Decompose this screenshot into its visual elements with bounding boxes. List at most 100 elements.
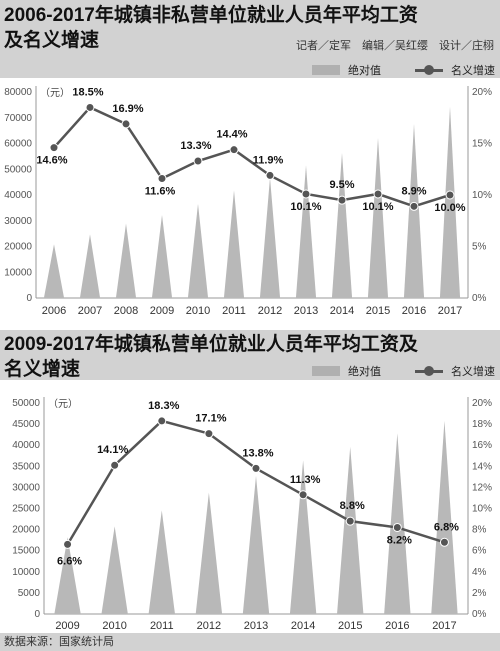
chart2-right-tick-label: 14%	[472, 461, 492, 472]
chart2-growth-point	[345, 516, 355, 526]
chart1-area-spike	[187, 203, 209, 298]
chart2-left-tick-label: 50000	[12, 398, 40, 409]
chart1-growth-point	[85, 102, 95, 112]
chart1-area-spike	[151, 214, 173, 298]
chart1-data-label: 18.5%	[72, 86, 103, 98]
chart2-area-spike	[431, 420, 458, 614]
chart1-area-spike	[439, 106, 461, 298]
chart1-data-label: 16.9%	[112, 103, 143, 115]
chart1-unit-label: （元）	[40, 87, 70, 99]
chart1-right-tick-label: 10%	[472, 190, 492, 201]
chart1-left-tick-label: 80000	[4, 87, 32, 98]
chart2-area-spike	[289, 460, 317, 614]
chart2-area-spike	[54, 537, 81, 614]
chart2-left-tick-label: 0	[34, 609, 40, 620]
chart1-growth-point	[121, 119, 131, 129]
chart2-data-label: 18.3%	[148, 400, 179, 412]
chart2-area-spike	[337, 446, 364, 614]
chart1-title-line1: 2006-2017年城镇非私营单位就业人员年平均工资	[4, 5, 418, 26]
chart1-x-tick-label: 2010	[186, 305, 210, 317]
data-source: 数据来源：国家统计局	[4, 636, 114, 648]
chart1-x-tick-label: 2017	[438, 305, 462, 317]
chart1-legend-line-label: 名义增速	[451, 65, 495, 77]
legend-area-swatch	[312, 366, 340, 376]
chart1-area-spike	[367, 138, 389, 298]
chart1-growth-point	[445, 190, 455, 200]
chart1-data-label: 11.6%	[145, 186, 176, 198]
chart1-area-spike	[79, 234, 101, 298]
chart2-left-tick-label: 10000	[12, 567, 40, 578]
chart1-left-tick-label: 50000	[4, 164, 32, 175]
chart2-growth-point	[157, 416, 167, 426]
chart1-left-tick-label: 30000	[4, 216, 32, 227]
chart2-x-tick-label: 2010	[102, 620, 126, 632]
chart1-data-label: 13.3%	[180, 140, 211, 152]
chart1-data-label: 10.1%	[290, 201, 321, 213]
chart2-growth-point	[392, 522, 402, 532]
chart2-right-tick-label: 8%	[472, 525, 487, 536]
chart2-title-line2: 名义增速	[4, 359, 81, 380]
chart1-x-tick-label: 2007	[78, 305, 102, 317]
chart1-left-tick-label: 60000	[4, 139, 32, 150]
chart2-area-spike	[242, 475, 270, 614]
chart1-data-label: 11.9%	[253, 154, 284, 166]
chart2-left-tick-label: 35000	[12, 461, 40, 472]
chart2-right-tick-label: 10%	[472, 504, 492, 515]
chart1-data-label: 10.0%	[434, 202, 465, 214]
chart2-area-spike	[148, 510, 175, 614]
chart2-data-label: 11.3%	[290, 474, 321, 486]
chart2-x-tick-label: 2014	[291, 620, 315, 632]
chart1-right-tick-label: 20%	[472, 87, 492, 98]
chart2-x-tick-label: 2012	[197, 620, 221, 632]
chart2-data-label: 6.6%	[57, 555, 82, 567]
chart2-data-label: 17.1%	[195, 413, 226, 425]
chart1-data-label: 9.5%	[329, 179, 354, 191]
chart1-x-tick-label: 2006	[42, 305, 66, 317]
chart1-growth-point	[409, 201, 419, 211]
chart2-x-tick-label: 2016	[385, 620, 409, 632]
chart1-data-label: 14.6%	[36, 155, 67, 167]
chart2-x-tick-label: 2011	[150, 620, 174, 632]
chart2-right-tick-label: 12%	[472, 482, 492, 493]
chart1-area-spike	[259, 177, 281, 298]
chart2-left-tick-label: 15000	[12, 546, 40, 557]
chart1-left-tick-label: 70000	[4, 113, 32, 124]
chart1-growth-point	[49, 143, 59, 153]
chart1-right-tick-label: 15%	[472, 139, 492, 150]
chart2-right-tick-label: 4%	[472, 567, 487, 578]
chart1-data-label: 10.1%	[362, 201, 393, 213]
chart1-area-spike	[115, 223, 137, 298]
chart2-x-tick-label: 2009	[55, 620, 79, 632]
chart2-right-tick-label: 2%	[472, 588, 487, 599]
chart2-area-spike	[195, 492, 223, 614]
chart1-data-label: 8.9%	[401, 185, 426, 197]
chart2-growth-point	[251, 463, 261, 473]
chart2-data-label: 14.1%	[97, 444, 128, 456]
chart1-x-tick-label: 2008	[114, 305, 138, 317]
chart1-right-tick-label: 0%	[472, 293, 487, 304]
chart2-x-tick-label: 2015	[338, 620, 362, 632]
chart1-area-spike	[331, 152, 353, 298]
chart1-left-tick-label: 10000	[4, 267, 32, 278]
chart1-growth-point	[157, 174, 167, 184]
chart2-data-label: 8.8%	[340, 500, 365, 512]
chart1-x-tick-label: 2009	[150, 305, 174, 317]
chart2-left-tick-label: 25000	[12, 504, 40, 515]
chart1-growth-point	[265, 170, 275, 180]
chart1-x-tick-label: 2014	[330, 305, 354, 317]
chart2-legend-area-label: 绝对值	[348, 366, 381, 378]
chart2-right-tick-label: 0%	[472, 609, 487, 620]
chart2-title-line1: 2009-2017年城镇私营单位就业人员年平均工资及	[4, 334, 418, 355]
chart1-legend: 绝对值 名义增速	[312, 62, 495, 78]
chart2-left-tick-label: 5000	[18, 588, 41, 599]
chart1-x-tick-label: 2011	[222, 305, 246, 317]
credits: 记者／定军 编辑／吴红缨 设计／庄栩	[296, 40, 494, 52]
chart1-growth-line	[53, 105, 451, 208]
chart2-right-tick-label: 20%	[472, 398, 492, 409]
chart1-right-tick-label: 5%	[472, 242, 487, 253]
chart1-x-tick-label: 2013	[294, 305, 318, 317]
chart1-x-tick-label: 2012	[258, 305, 282, 317]
chart2-left-tick-label: 45000	[12, 419, 40, 430]
chart2-x-tick-label: 2017	[432, 620, 456, 632]
